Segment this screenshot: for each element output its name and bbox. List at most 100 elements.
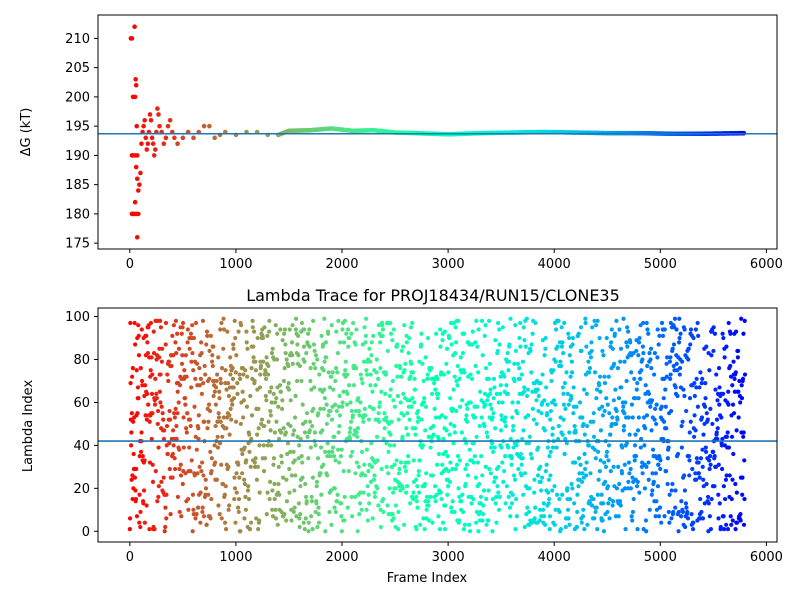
lambda-trace-point	[569, 359, 574, 364]
lambda-trace-point	[537, 507, 543, 512]
lambda-trace-x-ticks: 0 1000 2000 3000 4000 5000 6000	[126, 542, 783, 565]
lambda-trace-point	[499, 445, 504, 450]
lambda-trace-point	[404, 340, 409, 345]
lambda-trace-point	[566, 331, 571, 336]
lambda-trace-point	[548, 408, 554, 414]
lambda-trace-point	[602, 460, 607, 465]
lambda-trace-point	[557, 496, 562, 502]
lambda-trace-point	[201, 473, 206, 478]
lambda-trace-point	[308, 366, 313, 371]
lambda-trace-point	[624, 441, 629, 446]
lambda-trace-point	[453, 325, 458, 330]
lambda-trace-point	[457, 494, 462, 500]
lambda-trace-point	[226, 464, 231, 469]
lambda-trace-point	[415, 419, 420, 424]
lambda-trace-point	[636, 415, 641, 420]
lambda-trace-point	[237, 475, 242, 480]
lambda-trace-point	[722, 355, 727, 360]
lambda-trace-point	[302, 527, 307, 532]
lambda-trace-point	[187, 346, 192, 351]
lambda-trace-point	[681, 387, 686, 392]
lambda-trace-point	[649, 366, 654, 371]
lambda-trace-point	[507, 342, 512, 347]
lambda-trace-point	[133, 488, 138, 493]
delta-g-point	[132, 24, 137, 30]
lambda-trace-point	[497, 391, 503, 396]
lambda-trace-point	[293, 473, 298, 478]
lambda-trace-point	[672, 316, 678, 321]
lambda-trace-point	[526, 509, 532, 515]
lambda-trace-point	[345, 505, 350, 510]
lambda-trace-point	[279, 460, 284, 465]
lambda-trace-point	[426, 499, 431, 504]
lambda-trace-point	[498, 428, 504, 433]
delta-g-point	[151, 153, 157, 158]
lambda-trace-point	[452, 430, 458, 435]
lambda-trace-point	[468, 400, 473, 405]
lambda-trace-point	[676, 509, 681, 515]
lambda-trace-point	[506, 368, 511, 373]
lambda-trace-panel: Lambda Trace for PROJ18434/RUN15/CLONE35…	[21, 286, 783, 586]
lambda-trace-point	[465, 406, 470, 411]
delta-g-x-tick-label: 6000	[750, 257, 783, 272]
lambda-trace-point	[724, 473, 729, 478]
lambda-trace-point	[499, 413, 504, 418]
lambda-trace-point	[179, 331, 184, 336]
lambda-trace-point	[608, 469, 613, 474]
lambda-trace-point	[380, 323, 385, 328]
lambda-trace-point	[664, 361, 669, 366]
lambda-trace-point	[657, 505, 663, 510]
lambda-trace-point	[270, 488, 275, 493]
lambda-trace-point	[630, 509, 636, 515]
lambda-trace-point	[588, 471, 593, 476]
lambda-trace-point	[244, 458, 249, 463]
lambda-trace-point	[686, 357, 691, 362]
lambda-trace-point	[330, 445, 336, 450]
lambda-trace-point	[233, 335, 238, 341]
lambda-trace-point	[501, 479, 506, 484]
lambda-trace-point	[536, 408, 541, 414]
lambda-trace-point	[372, 490, 377, 495]
lambda-trace-point	[625, 325, 630, 330]
lambda-trace-point	[276, 404, 281, 409]
lambda-trace-point	[692, 381, 697, 386]
lambda-trace-point	[736, 415, 741, 420]
lambda-trace-point	[159, 404, 164, 409]
lambda-trace-point	[630, 518, 635, 523]
lambda-trace-point	[182, 396, 188, 401]
lambda-trace-point	[518, 344, 523, 349]
lambda-trace-point	[273, 507, 278, 512]
delta-g-point	[147, 112, 153, 117]
lambda-trace-point	[295, 378, 300, 384]
lambda-trace-point	[420, 361, 425, 366]
lambda-trace-point	[728, 514, 733, 519]
lambda-trace-point	[242, 481, 248, 487]
lambda-trace-point	[206, 419, 211, 424]
lambda-trace-point	[726, 389, 731, 394]
lambda-trace-point	[471, 460, 476, 465]
lambda-trace-point	[583, 316, 588, 321]
lambda-trace-point	[336, 447, 341, 452]
lambda-trace-point	[445, 492, 450, 497]
lambda-trace-point	[434, 492, 439, 497]
lambda-trace-point	[353, 408, 359, 414]
lambda-trace-point	[711, 325, 716, 330]
lambda-trace-point	[504, 484, 510, 489]
lambda-trace-point	[348, 426, 353, 431]
lambda-trace-point	[264, 355, 269, 360]
lambda-trace-point	[291, 428, 297, 433]
lambda-trace-point	[365, 518, 371, 523]
lambda-trace-point	[454, 408, 459, 414]
lambda-trace-point	[159, 479, 164, 484]
lambda-trace-point	[452, 374, 457, 379]
lambda-trace-point	[416, 490, 422, 495]
lambda-trace-point	[640, 357, 645, 362]
lambda-trace-point	[186, 496, 191, 502]
lambda-trace-point	[522, 385, 527, 390]
lambda-trace-point	[275, 522, 280, 527]
lambda-trace-point	[521, 325, 526, 330]
lambda-trace-point	[715, 426, 720, 431]
lambda-trace-point	[136, 333, 141, 339]
lambda-trace-point	[339, 529, 345, 534]
lambda-trace-point	[381, 496, 386, 502]
